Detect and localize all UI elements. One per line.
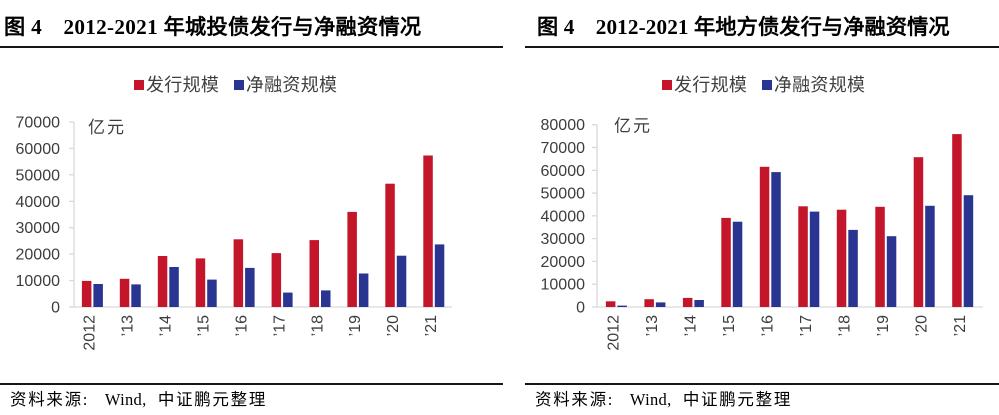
svg-text:’13: ’13 [120,315,137,336]
svg-text:’19: ’19 [875,315,892,336]
svg-text:2012: 2012 [82,315,99,351]
svg-text:40000: 40000 [16,194,61,211]
svg-text:30000: 30000 [16,220,61,237]
svg-text:’18: ’18 [837,315,854,336]
svg-text:40000: 40000 [541,208,586,225]
svg-text:’16: ’16 [760,315,777,336]
svg-text:20000: 20000 [541,254,586,271]
svg-text:0: 0 [576,300,585,317]
svg-text:2012: 2012 [606,315,623,351]
svg-text:10000: 10000 [16,273,61,290]
svg-text:10000: 10000 [541,277,586,294]
svg-text:20000: 20000 [16,247,61,264]
svg-text:’14: ’14 [158,315,175,336]
svg-text:50000: 50000 [16,167,61,184]
svg-text:’16: ’16 [233,315,250,336]
svg-text:’17: ’17 [271,315,288,336]
svg-text:80000: 80000 [541,117,586,134]
svg-text:’20: ’20 [914,315,931,336]
svg-text:70000: 70000 [16,115,61,132]
svg-text:’21: ’21 [423,315,440,336]
svg-text:’15: ’15 [721,315,738,336]
svg-text:’19: ’19 [347,315,364,336]
svg-text:’15: ’15 [196,315,213,336]
svg-text:0: 0 [51,300,60,317]
svg-text:’17: ’17 [798,315,815,336]
svg-text:70000: 70000 [541,140,586,157]
svg-text:亿元: 亿元 [88,118,126,137]
svg-text:’14: ’14 [683,315,700,336]
svg-text:亿元: 亿元 [614,117,652,136]
svg-text:’21: ’21 [952,315,969,336]
svg-text:50000: 50000 [541,186,586,203]
svg-text:’13: ’13 [644,315,661,336]
svg-text:30000: 30000 [541,231,586,248]
svg-text:60000: 60000 [16,141,61,158]
svg-text:’18: ’18 [309,315,326,336]
svg-text:’20: ’20 [385,315,402,336]
svg-text:60000: 60000 [541,163,586,180]
